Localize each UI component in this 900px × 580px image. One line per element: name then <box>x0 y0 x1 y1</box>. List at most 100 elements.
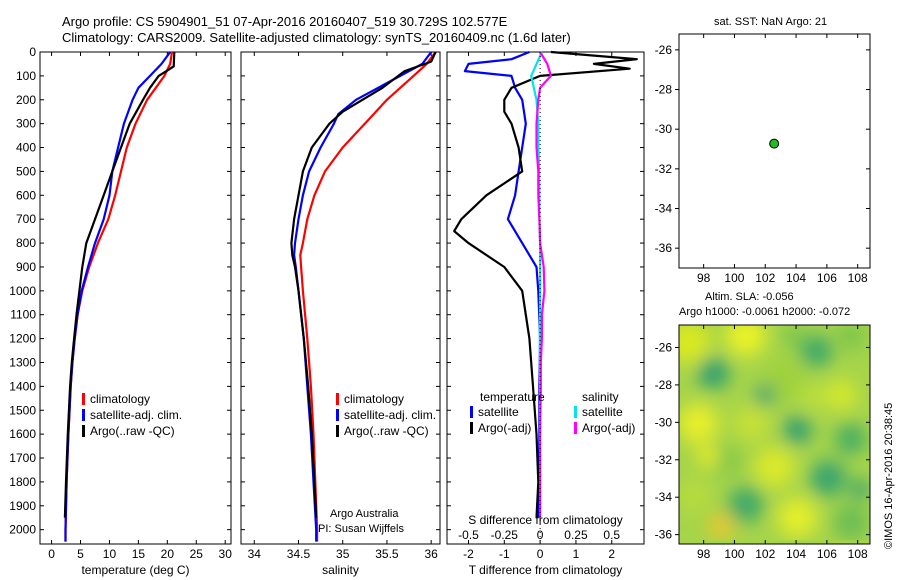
temperature-y-tick-label: 1500 <box>9 403 36 417</box>
sla-heatmap-cell <box>709 514 734 539</box>
legend-temperature-title: temperature <box>480 390 545 404</box>
temperature-y-tick-label: 2000 <box>9 523 36 537</box>
annotation-line-2: PI: Susan Wijffels <box>318 523 404 535</box>
salinity-x-tick-label: 35.5 <box>375 547 399 561</box>
temperature-y-tick-label: 200 <box>16 93 36 107</box>
salinity-frame <box>240 51 441 545</box>
difference-legend-swatch <box>470 422 473 434</box>
temperature-y-tick-label: 1200 <box>9 332 36 346</box>
location-y-tick-label: -32 <box>655 162 673 176</box>
temperature-y-tick-label: 500 <box>16 164 36 178</box>
location-x-tick-label: 102 <box>755 271 775 285</box>
temperature-y-tick-label: 300 <box>16 117 36 131</box>
sla-heatmap-cell <box>754 447 795 488</box>
difference-s-tick-label: 0 <box>537 528 544 542</box>
salinity-legend-label: satellite-adj. clim. <box>344 408 436 422</box>
temperature-y-tick-label: 400 <box>16 141 36 155</box>
sla-heatmap-cell <box>727 486 764 523</box>
temperature-y-tick-label: 0 <box>29 45 36 59</box>
sla-heatmap-cell <box>781 325 806 348</box>
sla-heatmap-cell <box>725 325 766 356</box>
sla-y-tick-label: -34 <box>655 490 673 504</box>
location-x-tick-label: 106 <box>817 271 837 285</box>
sla-x-tick-label: 108 <box>848 547 868 561</box>
sla-y-tick-label: -30 <box>655 415 673 429</box>
salinity-x-axis-label: salinity <box>322 563 359 577</box>
temperature-y-tick-label: 1700 <box>9 451 36 465</box>
salinity-x-tick-label: 35 <box>336 547 350 561</box>
difference-series-line <box>453 50 638 518</box>
sla-heatmap-field <box>679 325 870 544</box>
sla-x-tick-label: 100 <box>724 547 744 561</box>
sla-x-tick-label: 104 <box>786 547 806 561</box>
sla-heatmap-cell <box>710 444 743 477</box>
temperature-x-axis-label: temperature (deg C) <box>81 563 189 577</box>
sla-heatmap-cell <box>800 385 825 410</box>
salinity-legend-label: climatology <box>344 392 404 406</box>
difference-frame <box>446 51 645 545</box>
sla-title-line-2: Argo h1000: -0.0061 h2000: -0.072 <box>679 306 850 318</box>
temperature-x-tick-label: 10 <box>103 547 117 561</box>
sla-x-tick-label: 102 <box>755 547 775 561</box>
difference-top-axis-label: S difference from climatology <box>468 513 623 527</box>
salinity-legend-swatch <box>336 409 339 421</box>
sla-heatmap-cell <box>697 446 718 467</box>
temperature-y-tick-label: 1800 <box>9 475 36 489</box>
location-frame <box>678 33 871 269</box>
salinity-x-tick-label: 34.5 <box>287 547 311 561</box>
sla-heatmap-cell <box>679 403 719 444</box>
sla-heatmap-cell <box>754 385 775 406</box>
temperature-legend-swatch <box>82 425 85 437</box>
sla-heatmap-cell <box>777 497 818 538</box>
difference-s-tick-label: 0.5 <box>603 528 620 542</box>
difference-legend-label: Argo(-adj) <box>582 421 635 435</box>
location-background <box>679 34 870 268</box>
salinity-legend-swatch <box>336 393 339 405</box>
annotation-line-1: Argo Australia <box>330 508 399 520</box>
sla-heatmap-cell <box>825 379 858 412</box>
sla-heatmap-cell <box>850 479 870 500</box>
temperature-x-tick-label: 25 <box>190 547 204 561</box>
temperature-y-tick-label: 1300 <box>9 355 36 369</box>
sla-heatmap-cell <box>809 460 846 497</box>
sla-heatmap-cell <box>733 405 770 442</box>
salinity-series-line <box>290 51 437 518</box>
salinity-x-tick-label: 36 <box>424 547 438 561</box>
temperature-y-tick-label: 1100 <box>10 308 36 322</box>
temperature-y-tick-label: 800 <box>16 236 36 250</box>
temperature-legend-swatch <box>82 393 85 405</box>
difference-s-tick-label: -0.5 <box>458 528 479 542</box>
difference-x-tick-label: -1 <box>499 547 510 561</box>
temperature-y-tick-label: 100 <box>16 69 36 83</box>
sla-heatmap-cell <box>783 416 812 445</box>
difference-series-line <box>535 51 553 518</box>
sla-y-tick-label: -28 <box>655 378 673 392</box>
location-y-tick-label: -34 <box>655 202 673 216</box>
temperature-frame <box>39 51 232 545</box>
difference-legend-swatch <box>470 406 473 418</box>
difference-x-tick-label: 1 <box>573 547 580 561</box>
sla-heatmap-cell <box>679 479 711 512</box>
sla-heatmap-cell <box>697 357 730 390</box>
sla-y-tick-label: -26 <box>655 340 673 354</box>
location-x-tick-label: 104 <box>786 271 806 285</box>
location-x-tick-label: 98 <box>697 271 711 285</box>
sla-x-tick-label: 98 <box>697 547 711 561</box>
legend-salinity-title: salinity <box>582 390 619 404</box>
location-x-tick-label: 108 <box>848 271 868 285</box>
sla-heatmap-cell <box>836 325 865 350</box>
salinity-series-line <box>299 51 437 542</box>
difference-legend-label: satellite <box>478 405 519 419</box>
sla-heatmap-cell <box>679 325 711 365</box>
temperature-x-tick-label: 15 <box>132 547 146 561</box>
temperature-x-tick-label: 0 <box>48 547 55 561</box>
sla-title-line-1: Altim. SLA: -0.056 <box>705 291 794 303</box>
sla-x-tick-label: 106 <box>817 547 837 561</box>
temperature-legend-label: satellite-adj. clim. <box>90 408 182 422</box>
sla-heatmap-blobs <box>679 325 870 541</box>
temperature-y-tick-label: 1900 <box>9 499 36 513</box>
salinity-panel: 34 34.5 35 35.5 36 salinity climatology satelli… <box>240 51 441 577</box>
argo-location-point <box>769 138 780 149</box>
sla-frame <box>678 324 871 545</box>
